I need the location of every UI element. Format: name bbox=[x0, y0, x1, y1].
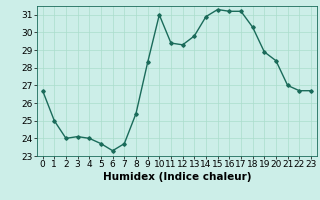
X-axis label: Humidex (Indice chaleur): Humidex (Indice chaleur) bbox=[102, 172, 251, 182]
